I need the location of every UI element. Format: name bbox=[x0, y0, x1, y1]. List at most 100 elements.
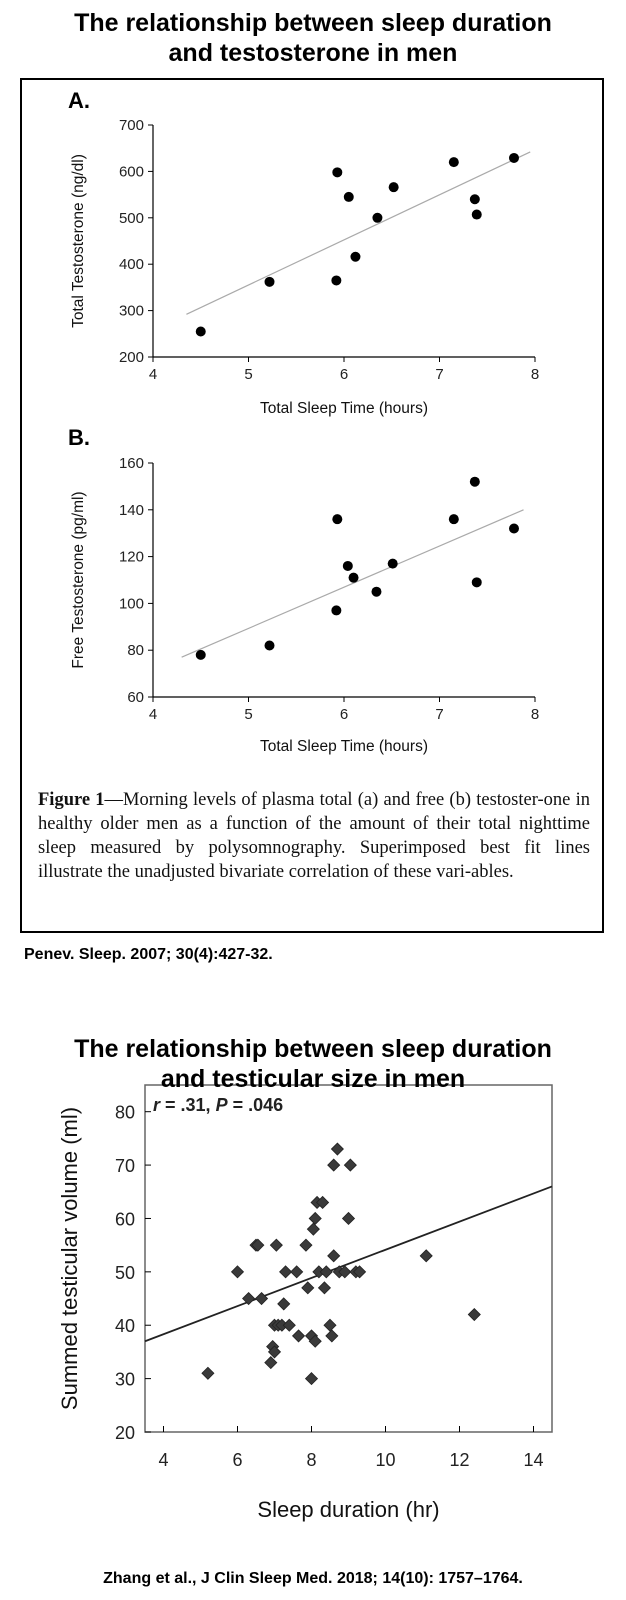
chart3-point bbox=[343, 1158, 357, 1172]
chart2-point bbox=[469, 476, 480, 487]
figure1-caption-text: —Morning levels of plasma total (a) and … bbox=[38, 790, 590, 882]
chart3-annotation-part: = .046 bbox=[228, 1095, 284, 1115]
chart3-y-tick-label: 80 bbox=[115, 1103, 135, 1123]
chart3-fit-line bbox=[144, 1185, 553, 1343]
chart3-point bbox=[306, 1222, 320, 1236]
chart2-point bbox=[331, 605, 342, 616]
chart3-x-tick-label: 14 bbox=[523, 1450, 543, 1470]
chart3-point bbox=[353, 1265, 367, 1279]
chart3-annotation-part: r bbox=[153, 1095, 161, 1115]
chart3-point bbox=[291, 1329, 306, 1343]
chart1-point bbox=[469, 194, 480, 205]
chart3-point bbox=[316, 1195, 330, 1210]
chart2-x-tick-label: 5 bbox=[244, 706, 252, 723]
chart3-x-tick-label: 12 bbox=[449, 1450, 469, 1470]
chart3-point bbox=[467, 1307, 481, 1322]
chart3-point bbox=[201, 1366, 215, 1380]
chart3-point bbox=[327, 1249, 341, 1263]
chart2-y-tick-label: 120 bbox=[119, 549, 144, 566]
chart3-x-tick-label: 10 bbox=[375, 1450, 395, 1470]
chart3-y-tick-label: 30 bbox=[115, 1370, 135, 1390]
chart1-point bbox=[448, 157, 459, 168]
chart3-point bbox=[290, 1265, 304, 1279]
chart3-x-tick-label: 8 bbox=[306, 1450, 316, 1470]
chart3-x-tick-label: 4 bbox=[158, 1450, 168, 1470]
chart2-panel-label: B. bbox=[68, 425, 90, 450]
chart1-point bbox=[343, 191, 354, 202]
chart1-panel-label: A. bbox=[68, 88, 90, 113]
chart2-point bbox=[448, 514, 459, 525]
chart3-point bbox=[308, 1211, 322, 1226]
chart1-y-tick-label: 500 bbox=[119, 210, 144, 227]
chart3-point bbox=[279, 1265, 293, 1279]
chart2-point bbox=[348, 572, 359, 583]
chart2-point bbox=[371, 586, 382, 597]
chart1-point bbox=[331, 275, 342, 286]
chart2-y-tick-label: 80 bbox=[127, 642, 144, 659]
chart3-point bbox=[304, 1372, 319, 1386]
chart1-y-tick-label: 400 bbox=[119, 256, 144, 273]
chart3-y-tick-label: 40 bbox=[115, 1316, 135, 1336]
chart3-annotation-part: P bbox=[216, 1095, 229, 1115]
chart3-point bbox=[319, 1265, 333, 1279]
chart1-y-axis-label: Total Testosterone (ng/dl) bbox=[70, 154, 87, 328]
chart-title-bottom: The relationship between sleep duration … bbox=[0, 1034, 626, 1094]
chart3-y-axis-label: Summed testicular volume (ml) bbox=[57, 1107, 82, 1410]
chart2-x-tick-label: 4 bbox=[149, 706, 157, 723]
chart3-x-tick-label: 6 bbox=[232, 1450, 242, 1470]
chart2-point bbox=[387, 558, 398, 569]
chart2-x-tick-label: 6 bbox=[340, 706, 348, 723]
chart2-y-axis-label: Free Testosterone (pg/ml) bbox=[70, 491, 87, 668]
chart1-x-tick-label: 5 bbox=[244, 366, 252, 383]
citation-penev: Penev. Sleep. 2007; 30(4):427-32. bbox=[24, 946, 273, 963]
chart1-point bbox=[508, 152, 519, 163]
chart2-point bbox=[508, 523, 519, 534]
chart3-point bbox=[301, 1281, 315, 1295]
chart3-annotation: r = .31, P = .046 bbox=[153, 1095, 283, 1115]
chart3-x-axis-label: Sleep duration (hr) bbox=[257, 1497, 439, 1522]
chart2-point bbox=[471, 577, 482, 588]
chart-title-top-line1: The relationship between sleep duration bbox=[74, 9, 552, 37]
chart3-point bbox=[277, 1297, 291, 1311]
chart3-point bbox=[282, 1318, 296, 1332]
chart1-point bbox=[388, 182, 399, 193]
chart3-point bbox=[242, 1291, 256, 1306]
chart2-point bbox=[195, 649, 206, 660]
chart2-x-tick-label: 8 bbox=[531, 706, 539, 723]
chart3-y-tick-label: 50 bbox=[115, 1263, 135, 1283]
chart3-point bbox=[269, 1238, 283, 1252]
chart1-point bbox=[372, 212, 383, 223]
chart3-annotation-part: = .31, bbox=[160, 1095, 216, 1115]
figure1-frame bbox=[20, 78, 604, 933]
chart2-y-tick-label: 60 bbox=[127, 689, 144, 706]
chart3-point bbox=[317, 1281, 332, 1295]
chart3-point bbox=[419, 1249, 433, 1263]
chart3-y-tick-label: 70 bbox=[115, 1156, 135, 1176]
chart-title-bottom-line1: The relationship between sleep duration bbox=[74, 1035, 552, 1063]
chart-title-bottom-line2: and testicular size in men bbox=[160, 1065, 466, 1093]
chart3-point bbox=[267, 1345, 282, 1359]
chart3-y-tick-label: 20 bbox=[115, 1423, 135, 1443]
chart-title-top-line2: and testosterone in men bbox=[168, 39, 458, 67]
chart1-point bbox=[264, 276, 275, 287]
chart3-plot-frame bbox=[144, 1084, 553, 1433]
chart2-y-tick-label: 140 bbox=[119, 502, 144, 519]
chart1-y-tick-label: 300 bbox=[119, 303, 144, 320]
chart2-y-tick-label: 160 bbox=[119, 455, 144, 472]
citation-zhang: Zhang et al., J Clin Sleep Med. 2018; 14… bbox=[103, 1570, 523, 1587]
chart1-x-tick-label: 7 bbox=[435, 366, 443, 383]
chart1-x-tick-label: 4 bbox=[149, 366, 157, 383]
chart1-x-tick-label: 8 bbox=[531, 366, 539, 383]
chart1-y-tick-label: 600 bbox=[119, 163, 144, 180]
chart3-point bbox=[308, 1334, 322, 1348]
chart1-point bbox=[195, 326, 206, 337]
chart3-point bbox=[338, 1265, 352, 1279]
chart3-y-tick-label: 60 bbox=[115, 1209, 135, 1229]
chart3-point bbox=[251, 1238, 265, 1252]
figure1-caption: Figure 1—Morning levels of plasma total … bbox=[38, 788, 590, 884]
chart3-point bbox=[264, 1356, 278, 1370]
chart3-point bbox=[330, 1142, 344, 1156]
chart1-y-tick-label: 200 bbox=[119, 349, 144, 366]
chart2-point bbox=[332, 514, 343, 525]
